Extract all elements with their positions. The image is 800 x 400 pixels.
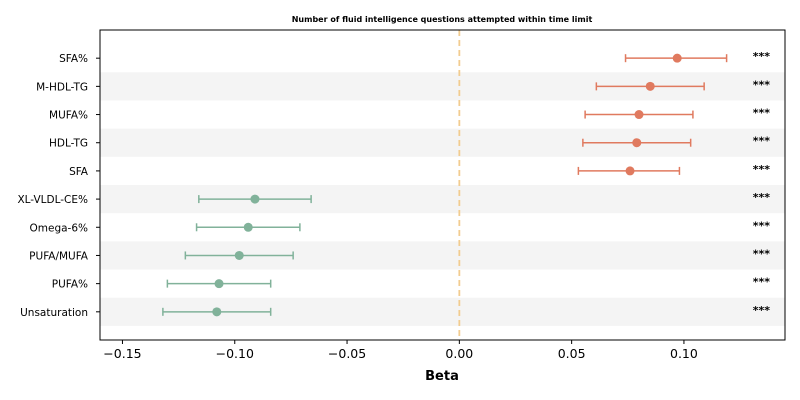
significance-label: *** xyxy=(753,247,771,260)
x-tick-label: −0.10 xyxy=(216,346,254,361)
significance-label: *** xyxy=(753,304,771,317)
significance-label: *** xyxy=(753,135,771,148)
chart-title: Number of fluid intelligence questions a… xyxy=(292,15,593,24)
significance-label: *** xyxy=(753,107,771,120)
y-tick-label: Omega-6% xyxy=(30,222,89,234)
x-tick-label: −0.05 xyxy=(328,346,366,361)
y-tick-label: SFA% xyxy=(59,53,88,65)
forest-row: PUFA% *** xyxy=(52,276,771,291)
x-tick-label: 0.00 xyxy=(445,346,473,361)
beta-point xyxy=(250,194,260,204)
y-tick-label: HDL-TG xyxy=(49,138,88,150)
beta-point xyxy=(645,81,655,91)
x-tick-label: 0.10 xyxy=(670,346,698,361)
beta-point xyxy=(234,250,244,260)
forest-row: M-HDL-TG *** xyxy=(36,78,770,93)
y-tick-label: SFA xyxy=(69,166,89,178)
beta-point xyxy=(672,53,682,63)
x-axis: −0.15 −0.10 −0.05 0.00 0.05 0.10 xyxy=(103,340,698,361)
x-tick-label: 0.05 xyxy=(558,346,586,361)
beta-point xyxy=(634,110,644,120)
significance-label: *** xyxy=(753,191,771,204)
beta-point xyxy=(632,138,642,148)
x-tick-label: −0.15 xyxy=(103,346,141,361)
data-rows: SFA% *** M-HDL-TG *** MUFA% *** HDL-TG *** SFA **… xyxy=(17,50,770,319)
forest-row: SFA% *** xyxy=(59,50,770,65)
significance-label: *** xyxy=(753,276,771,289)
beta-point xyxy=(243,222,253,232)
beta-point xyxy=(212,307,222,317)
y-tick-label: XL-VLDL-CE% xyxy=(17,194,88,206)
significance-label: *** xyxy=(753,78,771,91)
y-tick-label: PUFA% xyxy=(52,279,88,291)
forest-row: HDL-TG *** xyxy=(49,135,770,150)
significance-label: *** xyxy=(753,219,771,232)
forest-row: PUFA/MUFA *** xyxy=(29,247,770,262)
forest-row: Omega-6% *** xyxy=(30,219,771,234)
significance-label: *** xyxy=(753,163,771,176)
significance-label: *** xyxy=(753,50,771,63)
forest-row: Unsaturation *** xyxy=(20,304,770,319)
y-tick-label: PUFA/MUFA xyxy=(29,250,89,262)
plot-area-frame xyxy=(99,29,786,341)
y-tick-label: MUFA% xyxy=(49,110,88,122)
beta-point xyxy=(625,166,635,176)
x-axis-label: Beta xyxy=(425,369,459,384)
y-tick-label: Unsaturation xyxy=(20,307,88,319)
forest-row: XL-VLDL-CE% *** xyxy=(17,191,770,206)
y-tick-label: M-HDL-TG xyxy=(36,81,88,93)
forest-row: MUFA% *** xyxy=(49,107,770,122)
beta-point xyxy=(214,279,224,289)
forest-row: SFA *** xyxy=(69,163,770,178)
